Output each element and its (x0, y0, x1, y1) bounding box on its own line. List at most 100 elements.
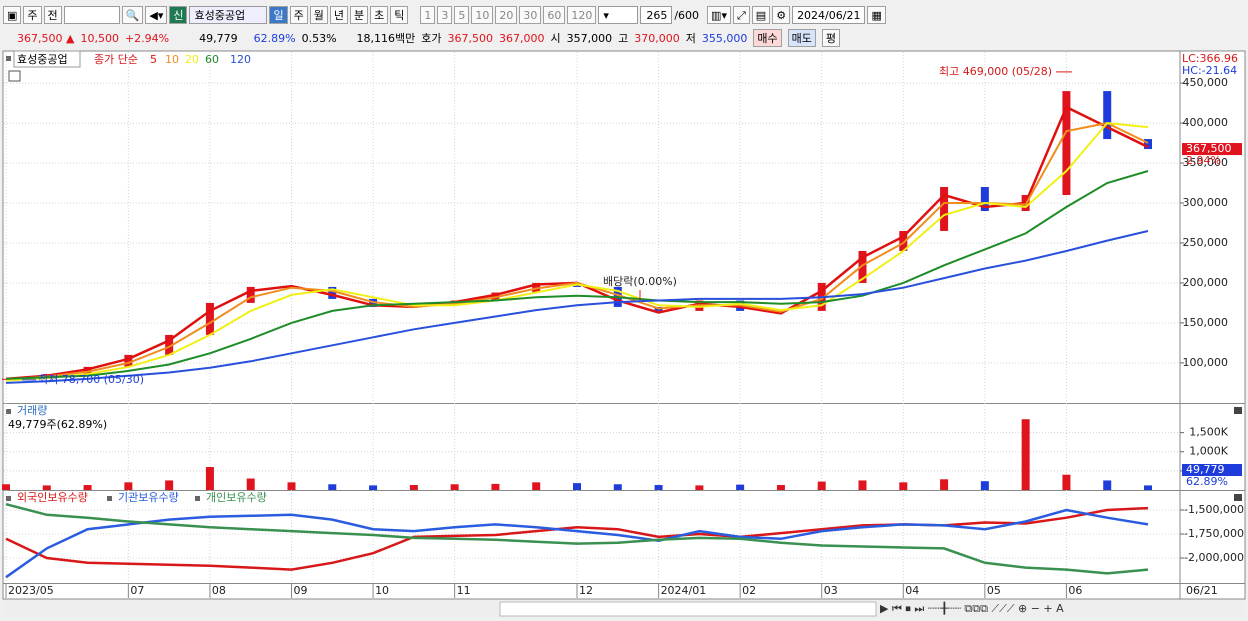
chart-frame (2, 50, 1246, 600)
instrument-name: 효성중공업 (17, 53, 68, 66)
y-tick-label: 400,000 (1183, 116, 1229, 129)
y-tick-label: 1,500K (1189, 426, 1228, 439)
volume-bar (1062, 474, 1071, 490)
candle (1021, 195, 1030, 211)
count-button[interactable]: 1 (420, 6, 436, 24)
last-change: 2.94% (1186, 154, 1221, 167)
tool-button[interactable]: ⤢ (732, 6, 750, 24)
candle (165, 334, 174, 355)
stock-name: 효성중공업 (189, 6, 268, 24)
count-button[interactable]: 5 (454, 6, 470, 24)
volume-bar (287, 482, 296, 490)
interval-button[interactable]: 년 (329, 6, 348, 24)
legend-icon (6, 409, 11, 414)
open-label: 시 (550, 32, 561, 45)
table-icon (8, 70, 21, 82)
count-button[interactable]: 20 (495, 6, 518, 24)
search-button[interactable]: 🔍 (121, 6, 144, 24)
tool-button[interactable]: ▥▾ (707, 6, 731, 24)
date-input[interactable]: 2024/06/21 (792, 6, 866, 24)
x-tick-label: 02 (742, 584, 756, 597)
volume-bar (654, 485, 663, 490)
legend-label: 기관보유수량 (118, 491, 179, 504)
volume-bar (83, 485, 92, 490)
interval-button[interactable]: 초 (370, 6, 389, 24)
layout-button[interactable]: ▣ (3, 6, 22, 24)
count-input[interactable]: 265 (640, 6, 673, 24)
candle (817, 282, 826, 311)
candle (205, 302, 214, 335)
ma-line (5, 122, 1149, 381)
candle (980, 187, 989, 211)
y-tick-label: -2,000,000 (1184, 551, 1244, 564)
x-tick-label: 03 (824, 584, 838, 597)
last-price: 367,500 (1186, 142, 1232, 155)
annotation-high: 최고 469,000 (05/28) (939, 65, 1052, 78)
buy-button[interactable]: 매수 (753, 29, 782, 47)
legend-label: 60 (205, 53, 219, 66)
x-tick-label: 06 (1068, 584, 1082, 597)
scroll-controls: ▶ ⏮ ⏹ ⏭ ┈┈╂┈┈ ⧉⧉⧉ ⟋⟋⟋ ⊕ − + A (880, 601, 1064, 615)
volume: 49,779 (199, 31, 238, 45)
count-button[interactable]: 3 (437, 6, 453, 24)
holding-line (5, 502, 1149, 575)
interval-button[interactable]: 일 (269, 6, 288, 24)
low-label: 저 (685, 32, 696, 45)
y-tick-label: 200,000 (1183, 276, 1229, 289)
x-tick-label: 10 (375, 584, 389, 597)
volume-bar (817, 481, 826, 490)
holding-line (5, 506, 1149, 571)
count-button[interactable]: 30 (519, 6, 542, 24)
code-input[interactable]: 298040 (63, 6, 120, 24)
ask: 367,500 (447, 31, 494, 45)
dropdown[interactable]: ▾ (598, 6, 639, 24)
y-tick-label: 500K (1200, 464, 1229, 477)
avg-button[interactable]: 평 (821, 29, 841, 47)
count-max: /600 (674, 8, 700, 22)
scroll-thumb (499, 601, 877, 617)
candle (613, 286, 622, 307)
count-button[interactable]: 120 (567, 6, 597, 24)
volume-bar (42, 485, 51, 490)
new-badge: 신 (169, 6, 188, 24)
settings-button[interactable]: ⚙ (772, 6, 791, 24)
price: 367,500 ▲ (17, 31, 75, 45)
volume-bar (776, 485, 785, 490)
scrollbar (3, 600, 1245, 618)
x-tick-label: 2023/05 (8, 584, 54, 597)
volume-bar (980, 481, 989, 490)
interval-button[interactable]: 틱 (390, 6, 409, 24)
volume-bar (409, 485, 418, 490)
annotation-event: 배당락(0.00%) (603, 275, 677, 288)
save-button[interactable]: ▤ (751, 6, 771, 24)
toolbar: ▣ 주 전 298040 🔍 ◀▾ 신 효성중공업 일 주 월 년 분 초 틱 … (0, 4, 1248, 26)
info-bar: 367,500 ▲ 10,500 +2.94% 49,779 62.89% 0.… (0, 28, 1248, 48)
high-label: 고 (618, 32, 629, 45)
count-button[interactable]: 60 (543, 6, 566, 24)
candle (532, 282, 541, 293)
candle (2, 378, 10, 380)
candle (42, 374, 51, 379)
sell-button[interactable]: 매도 (787, 29, 816, 47)
candle (83, 366, 92, 375)
sound-button[interactable]: ◀▾ (145, 6, 168, 24)
volume-bar (695, 485, 704, 490)
volume-title: 거래량 (17, 404, 47, 417)
calendar-button[interactable]: ▦ (867, 6, 886, 24)
interval-button[interactable]: 주 (289, 6, 308, 24)
candle (287, 286, 296, 288)
y-tick-label: -1,500,000 (1184, 503, 1244, 516)
volume-bar (328, 484, 337, 490)
x-tick-label: 05 (987, 584, 1001, 597)
candle (1062, 91, 1071, 196)
candle (328, 286, 337, 299)
interval-button[interactable]: 월 (309, 6, 328, 24)
count-button[interactable]: 10 (471, 6, 494, 24)
interval-button[interactable]: 분 (349, 6, 369, 24)
y-tick-label: 1,000K (1189, 445, 1228, 458)
prev-button[interactable]: 전 (43, 6, 62, 24)
period-select[interactable]: 주 (23, 6, 42, 24)
volume-bar (940, 479, 949, 490)
x-tick-label: 12 (579, 584, 593, 597)
volume-bar (1144, 485, 1152, 490)
